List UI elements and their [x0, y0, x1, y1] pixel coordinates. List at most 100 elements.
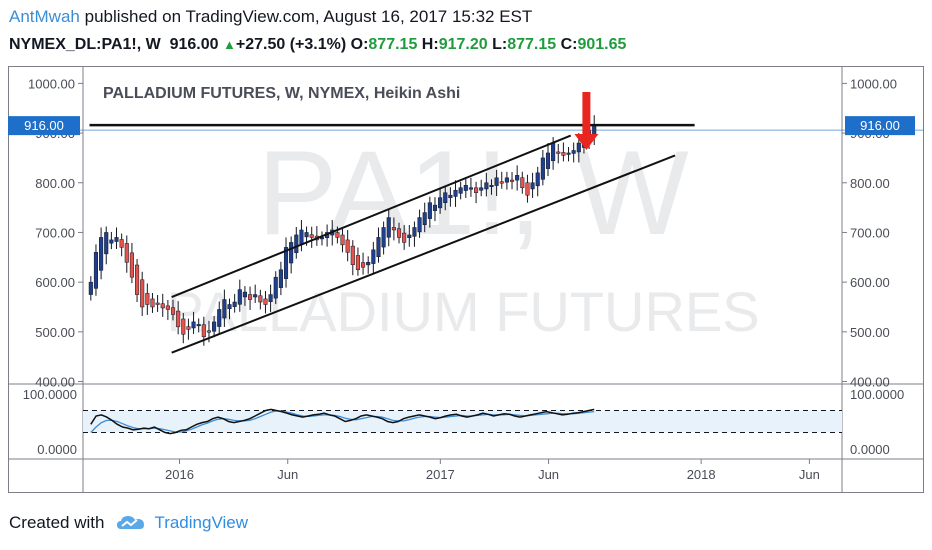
quote-line: NYMEX_DL:PA1!, W 916.00 ▲+27.50 (+3.1%) … [9, 34, 626, 56]
open-value: 877.15 [368, 36, 418, 53]
candle-down [258, 295, 263, 303]
candle-down [509, 179, 515, 182]
candle-down [135, 264, 140, 295]
candle-up [412, 227, 417, 237]
candle-down [263, 298, 268, 305]
candle-up [535, 172, 540, 187]
candle-down [561, 152, 566, 156]
stoch-band [83, 410, 842, 433]
candle-up [381, 227, 386, 248]
x-tick-label: Jun [799, 467, 820, 482]
last-price-badge-left-label: 916.00 [24, 118, 64, 133]
candle-up [530, 182, 535, 190]
candle-up [407, 234, 412, 238]
author-link[interactable]: AntMwah [9, 7, 80, 26]
candle-up [443, 192, 448, 204]
x-tick-label: Jun [277, 467, 298, 482]
candle-down [150, 298, 155, 308]
candle-up [494, 177, 499, 186]
candle-up [104, 232, 109, 255]
candle-down [499, 181, 504, 184]
last-price: 916.00 [169, 36, 219, 53]
tradingview-brand-link[interactable]: TradingView [154, 513, 248, 532]
footer: Created with TradingView [9, 512, 248, 534]
candle-down [525, 182, 530, 196]
candle-up [376, 237, 381, 257]
low-label: L: [492, 36, 508, 53]
x-tick-label: 2016 [165, 467, 194, 482]
candle-up [304, 232, 309, 238]
candle-up [242, 291, 247, 298]
candle-up [438, 197, 443, 209]
y-tick-label-right: 500.00 [850, 325, 890, 340]
candle-up [222, 299, 227, 319]
candle-down [124, 243, 129, 263]
x-tick-label: Jun [538, 467, 559, 482]
candle-up [253, 294, 258, 298]
candle-down [350, 245, 355, 266]
candle-up [484, 182, 489, 190]
change-value: +27.50 (+3.1%) [235, 36, 347, 53]
candle-up [545, 152, 551, 169]
stoch-tick-label-right: 0.0000 [850, 442, 890, 457]
candle-down [345, 239, 350, 253]
candle-up [571, 150, 576, 154]
candle-down [170, 307, 176, 315]
candle-down [402, 232, 407, 243]
candle-down [355, 255, 360, 270]
candle-down [361, 262, 366, 268]
y-tick-label-left: 500.00 [35, 325, 75, 340]
candle-up [427, 202, 432, 219]
candle-up [540, 157, 545, 180]
y-tick-label-right: 400.00 [850, 375, 890, 390]
candle-up [294, 234, 299, 253]
candle-down [186, 326, 191, 330]
low-value: 877.15 [507, 36, 557, 53]
chart-title: PALLADIUM FUTURES, W, NYMEX, Heikin Ashi [103, 85, 460, 102]
candle-down [474, 187, 479, 193]
up-triangle-icon: ▲ [223, 37, 236, 52]
arrow-shaft [582, 92, 591, 136]
y-tick-label-right: 1000.00 [850, 76, 897, 91]
candle-up [268, 294, 273, 302]
candle-up [273, 276, 278, 299]
candle-down [176, 310, 181, 328]
cloud-logo-icon [117, 516, 145, 529]
open-label: O: [350, 36, 369, 53]
candle-down [309, 234, 314, 238]
stoch-tick-label-left: 100.0000 [23, 387, 77, 402]
candle-down [206, 330, 212, 333]
candle-up [576, 142, 581, 153]
candle-up [283, 247, 289, 279]
candle-down [396, 228, 402, 238]
published-text: published on TradingView.com, August 16,… [84, 7, 533, 26]
candle-up [479, 187, 484, 191]
high-label: H: [421, 36, 439, 53]
candle-up [88, 281, 93, 295]
watermark-symbol: PA1!, W [257, 126, 688, 260]
candle-up [417, 217, 422, 233]
last-price-badge-right-label: 916.00 [860, 118, 900, 133]
y-tick-label-left: 600.00 [35, 275, 75, 290]
candle-up [289, 242, 294, 264]
candle-down [340, 234, 345, 246]
candle-down [145, 293, 150, 305]
candle-down [119, 239, 124, 248]
y-tick-label-left: 400.00 [35, 375, 75, 390]
candle-down [155, 302, 160, 305]
candle-up [453, 189, 458, 197]
close-value: 901.65 [577, 36, 627, 53]
candle-up [504, 177, 509, 183]
candle-down [248, 294, 253, 300]
price-chart[interactable]: PA1!, W PALLADIUM FUTURES PALLADIUM FUTU… [8, 66, 924, 493]
candle-up [489, 185, 494, 187]
close-label: C: [560, 36, 578, 53]
candle-up [109, 239, 114, 244]
last-price-badge-left [8, 116, 80, 136]
candle-down [165, 305, 170, 310]
candle-up [93, 252, 99, 289]
created-with-label: Created with [9, 513, 105, 532]
candle-up [422, 212, 427, 225]
candle-up [448, 194, 453, 198]
candle-up [278, 269, 283, 288]
